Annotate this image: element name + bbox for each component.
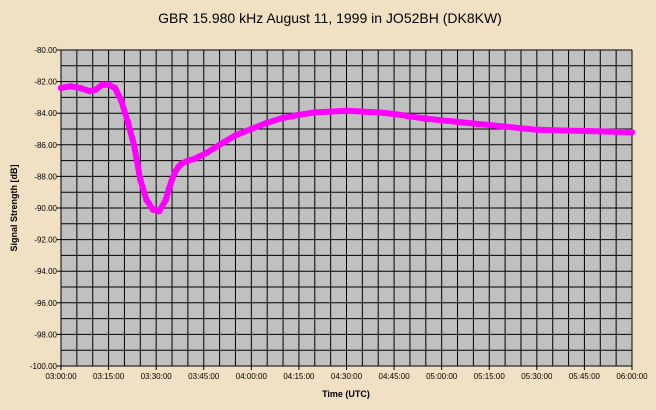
data-point [137, 176, 144, 183]
data-point [359, 108, 366, 115]
x-tick-label: 05:00:00 [426, 372, 458, 381]
data-point [197, 152, 204, 160]
series-layer [57, 81, 636, 215]
y-tick-label: -96.00 [34, 299, 57, 308]
data-point [143, 196, 150, 204]
y-tick-label: -86.00 [34, 141, 57, 150]
data-point [178, 160, 185, 167]
x-tick-label: 05:45:00 [569, 372, 601, 381]
data-point [57, 84, 65, 92]
data-point [279, 114, 287, 122]
data-point [533, 126, 540, 133]
data-point [86, 87, 93, 95]
data-point [406, 113, 414, 120]
data-point [184, 157, 192, 164]
data-point [295, 111, 303, 119]
y-tick-label: -80.00 [34, 46, 57, 55]
data-point [454, 118, 461, 126]
data-point [628, 129, 636, 136]
data-point [99, 81, 106, 89]
data-point [327, 108, 334, 115]
data-point [248, 125, 255, 133]
data-point [486, 121, 493, 129]
data-point [375, 109, 382, 116]
y-axis-ticks: -80.00 -82.00 -84.00 -86.00 -88.00 -90.00 -92.… [30, 46, 61, 371]
x-tick-label: 05:30:00 [521, 372, 553, 381]
x-tick-label: 03:15:00 [93, 372, 125, 381]
data-point [422, 115, 429, 122]
x-tick-label: 06:00:00 [616, 372, 648, 381]
y-tick-label: -94.00 [34, 267, 57, 276]
x-axis-label: Time (UTC) [322, 389, 370, 399]
data-point [76, 84, 84, 92]
x-tick-label: 05:15:00 [474, 372, 506, 381]
data-point [111, 84, 119, 92]
data-point [264, 119, 271, 126]
x-tick-label: 04:00:00 [236, 372, 268, 381]
data-point [92, 86, 100, 93]
data-point [156, 208, 163, 215]
y-tick-label: -92.00 [34, 236, 57, 245]
data-point [149, 206, 157, 213]
data-point [311, 109, 318, 116]
grid [60, 49, 633, 367]
data-point [165, 185, 173, 193]
data-point [124, 117, 131, 125]
data-point [67, 83, 74, 90]
x-tick-label: 04:15:00 [283, 372, 315, 381]
x-tick-label: 03:00:00 [45, 372, 77, 381]
data-point [105, 81, 112, 89]
x-axis-ticks: 03:00:00 03:15:00 03:30:00 03:45:00 04:00:00… [45, 366, 648, 381]
data-point [191, 155, 198, 163]
data-point [438, 117, 445, 124]
data-point [470, 120, 477, 127]
data-point [517, 125, 525, 132]
data-point [343, 107, 350, 115]
y-tick-label: -90.00 [34, 204, 57, 213]
x-tick-label: 03:45:00 [188, 372, 220, 381]
y-tick-label: -100.00 [30, 362, 58, 371]
data-point [172, 168, 179, 175]
data-point [232, 132, 239, 139]
y-tick-label: -84.00 [34, 109, 57, 118]
data-point [130, 141, 138, 148]
data-point [168, 176, 176, 183]
data-point [162, 196, 169, 204]
y-tick-label: -82.00 [34, 78, 57, 87]
data-point [390, 110, 398, 118]
chart-title: GBR 15.980 kHz August 11, 1999 in JO52BH… [158, 10, 502, 26]
data-point [118, 97, 125, 104]
data-point [203, 149, 211, 156]
x-tick-label: 04:30:00 [331, 372, 363, 381]
data-point [565, 127, 572, 134]
y-axis-label: Signal Strength [dB] [9, 165, 19, 252]
data-point [597, 128, 604, 135]
y-tick-label: -88.00 [34, 172, 57, 181]
x-tick-label: 03:30:00 [141, 372, 173, 381]
y-tick-label: -98.00 [34, 330, 57, 339]
data-point [216, 141, 223, 148]
x-tick-label: 04:45:00 [379, 372, 411, 381]
data-point [501, 123, 509, 130]
